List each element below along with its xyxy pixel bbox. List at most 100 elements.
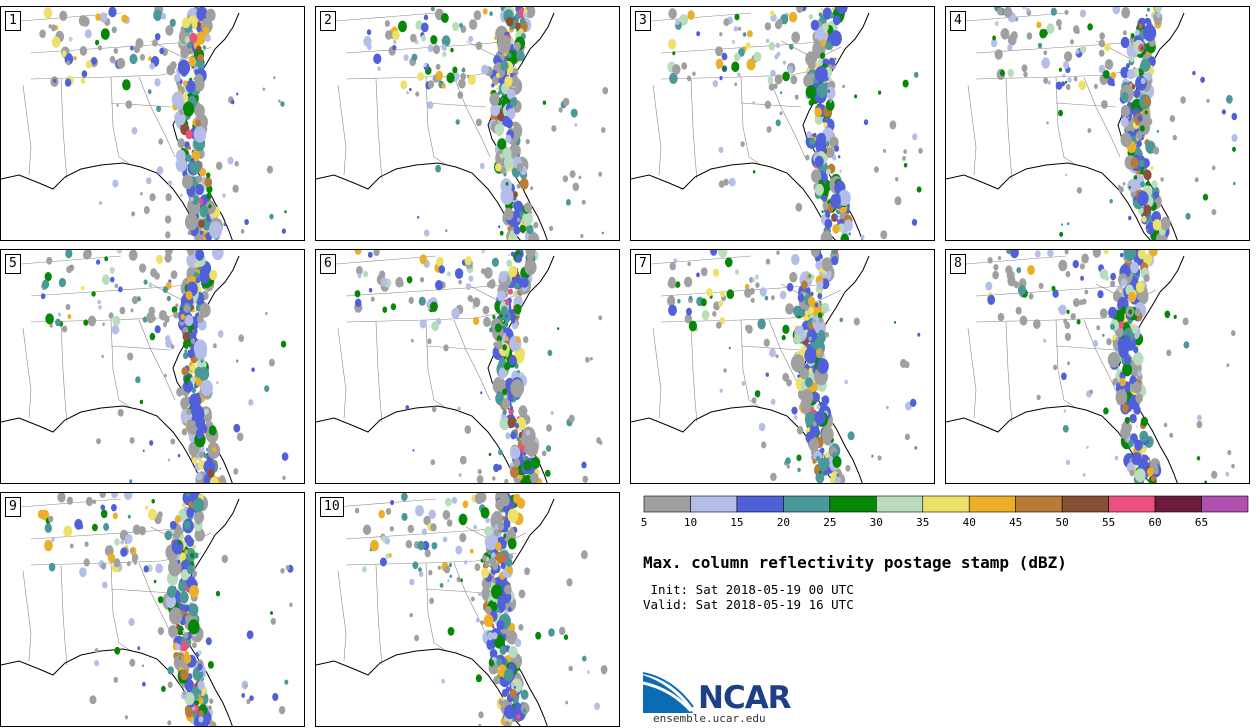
echo-cell [405, 405, 410, 410]
echo-cell [506, 88, 516, 100]
reflectivity-map [316, 7, 609, 240]
echo-cell [787, 66, 793, 74]
echo-cell [487, 632, 494, 641]
echo-cell [464, 560, 468, 565]
echo-cell [1135, 281, 1145, 293]
echo-cell [814, 107, 822, 118]
echo-cell [184, 549, 188, 555]
echo-cell [178, 580, 187, 592]
echo-cell [836, 473, 840, 477]
echo-cell [167, 720, 172, 726]
echo-cell [478, 711, 484, 719]
echo-cell [1130, 33, 1135, 39]
echo-cell [812, 458, 817, 464]
echo-cell [491, 552, 496, 558]
echo-cell [854, 94, 858, 99]
echo-cell [492, 315, 496, 319]
echo-cell [822, 202, 829, 211]
echo-cell [215, 590, 221, 597]
echo-cell [1041, 57, 1050, 69]
echo-cell [1104, 275, 1109, 281]
echo-cell [153, 9, 163, 21]
echo-cell [1046, 23, 1055, 34]
echo-cell [754, 274, 759, 280]
echo-cell [42, 279, 50, 289]
echo-cell [594, 702, 600, 711]
echo-cell [761, 441, 767, 449]
echo-cell [186, 493, 191, 497]
echo-cell [195, 428, 204, 439]
echo-cell [469, 19, 478, 30]
echo-cell [427, 338, 432, 345]
echo-cell [513, 225, 521, 235]
echo-cell [478, 591, 482, 597]
echo-cell [825, 86, 836, 100]
echo-cell [64, 78, 72, 87]
echo-cell [113, 48, 119, 54]
echo-cell [1140, 416, 1149, 427]
echo-cell [775, 354, 779, 359]
echo-cell [523, 336, 529, 344]
echo-cell [878, 90, 882, 95]
echo-cell [877, 455, 882, 461]
echo-cell [810, 19, 820, 31]
echo-cell [401, 493, 408, 502]
echo-cell [177, 454, 181, 458]
echo-cell [189, 343, 191, 345]
state-border [425, 319, 447, 409]
echo-cell [1051, 285, 1056, 291]
echo-cell [1153, 468, 1158, 475]
echo-cell [212, 446, 217, 453]
echo-cell [208, 204, 212, 209]
echo-cell [821, 426, 834, 443]
echo-cell [1037, 42, 1043, 49]
state-border [425, 102, 487, 108]
echo-cell [48, 515, 54, 523]
echo-cell [131, 211, 136, 217]
echo-cell [1136, 140, 1142, 148]
echo-cell [873, 166, 879, 173]
echo-cell [1055, 81, 1063, 90]
echo-cell [410, 33, 417, 43]
echo-cell [193, 707, 196, 710]
echo-cell [810, 250, 820, 258]
echo-cell [781, 334, 786, 341]
echo-cell [84, 541, 89, 547]
echo-cell [162, 321, 168, 328]
echo-cell [186, 419, 193, 427]
echo-cell [441, 13, 449, 23]
echo-cell [505, 384, 512, 393]
echo-cell [155, 563, 163, 574]
echo-cell [173, 654, 187, 671]
echo-cell [491, 584, 503, 600]
echo-cell [677, 298, 681, 304]
echo-cell [176, 387, 184, 397]
echo-cell [354, 290, 361, 298]
echo-cell [1007, 68, 1014, 78]
panel-2: 2 [315, 6, 620, 241]
echo-cell [580, 234, 584, 238]
ncar-logo-icon [643, 672, 694, 713]
echo-cell [808, 306, 814, 314]
echo-cell [108, 7, 117, 18]
echo-cell [494, 323, 502, 333]
echo-cell [170, 344, 175, 350]
echo-cell [1062, 425, 1069, 433]
echo-cell [284, 679, 289, 685]
echo-cell [726, 289, 735, 300]
echo-cell [192, 712, 197, 719]
echo-cell [480, 391, 483, 395]
echo-cell [367, 251, 373, 258]
echo-cell [182, 690, 187, 696]
echo-cell [496, 619, 505, 631]
echo-cell [723, 178, 729, 186]
echo-cell [158, 138, 164, 145]
echo-cell [684, 313, 692, 324]
echo-cell [824, 451, 830, 459]
echo-cell [1114, 455, 1119, 461]
echo-cell [497, 464, 502, 471]
echo-cell [765, 38, 770, 44]
echo-cell [202, 45, 206, 50]
echo-cell [194, 69, 199, 75]
echo-cell [814, 410, 826, 425]
